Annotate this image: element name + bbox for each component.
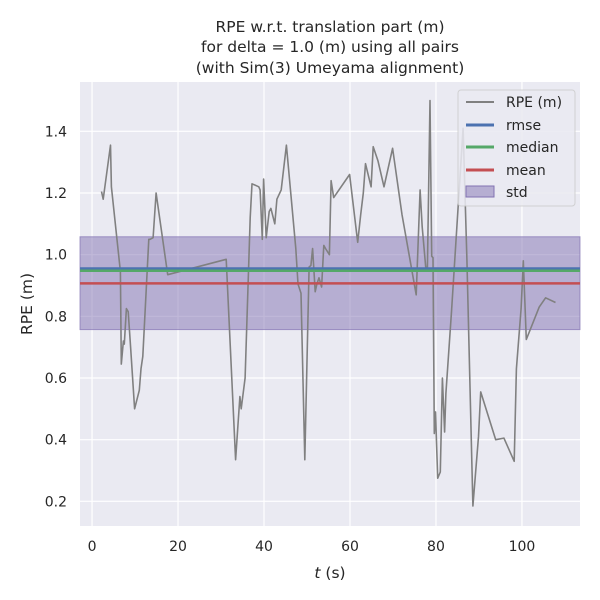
y-tick-label: 0.8 bbox=[45, 309, 67, 325]
x-tick-label: 80 bbox=[427, 539, 445, 555]
x-tick-label: 60 bbox=[341, 539, 359, 555]
legend-label-rmse: rmse bbox=[506, 118, 541, 134]
chart-title-line-2: for delta = 1.0 (m) using all pairs bbox=[201, 38, 459, 56]
x-tick-label: 40 bbox=[255, 539, 273, 555]
y-tick-label: 1.2 bbox=[45, 186, 67, 202]
y-axis-label: RPE (m) bbox=[18, 273, 36, 335]
y-tick-label: 1.4 bbox=[45, 124, 67, 140]
x-tick-label: 0 bbox=[88, 539, 97, 555]
legend-label-mean: mean bbox=[506, 163, 546, 179]
x-axis-label-variable: t bbox=[314, 564, 321, 582]
chart-title-line-3: (with Sim(3) Umeyama alignment) bbox=[196, 59, 465, 77]
stat-lines-layer bbox=[80, 267, 580, 285]
y-tick-labels: 0.2 0.4 0.6 0.8 1.0 1.2 1.4 bbox=[45, 124, 67, 510]
legend-label-rpe: RPE (m) bbox=[506, 95, 562, 111]
legend-swatch-std bbox=[465, 185, 495, 198]
x-axis-label-unit: (s) bbox=[320, 564, 345, 582]
x-axis-label: t (s) bbox=[314, 564, 345, 582]
legend-label-std: std bbox=[506, 185, 528, 201]
chart-title-line-1: RPE w.r.t. translation part (m) bbox=[215, 18, 444, 36]
x-tick-labels: 0 20 40 60 80 100 bbox=[88, 539, 536, 555]
legend-label-median: median bbox=[506, 140, 558, 156]
y-tick-label: 1.0 bbox=[45, 248, 67, 264]
x-tick-label: 100 bbox=[509, 539, 536, 555]
y-tick-label: 0.4 bbox=[45, 433, 67, 449]
legend-box bbox=[457, 89, 576, 207]
x-tick-label: 20 bbox=[169, 539, 187, 555]
y-tick-label: 0.6 bbox=[45, 371, 67, 387]
legend: RPE (m) rmse median mean std bbox=[457, 89, 576, 207]
y-tick-label: 0.2 bbox=[45, 494, 67, 510]
